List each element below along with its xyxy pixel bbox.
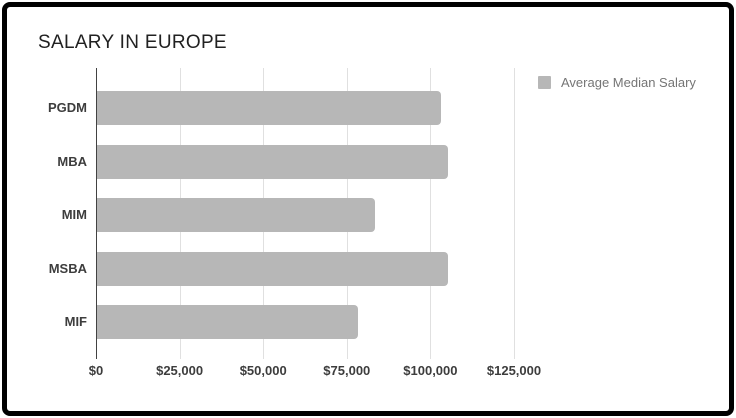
chart-title: SALARY IN EUROPE	[38, 32, 227, 53]
x-axis-tick-label: $25,000	[156, 363, 204, 378]
plot-area: $0 $25,000 $50,000 $75,000 $100,000 $125,000 P…	[48, 68, 541, 378]
y-axis-category-label: MBA	[57, 153, 87, 169]
y-axis-category-label: MIF	[64, 314, 87, 329]
zero-axis-line	[96, 68, 97, 359]
bar-mim	[97, 198, 375, 232]
y-axis-category-label: PGDM	[48, 100, 87, 115]
bar-mif	[97, 305, 358, 339]
x-axis-tick-label: $75,000	[323, 363, 371, 378]
legend-series-label: Average Median Salary	[561, 75, 696, 90]
x-axis-tick-label: $50,000	[239, 363, 287, 378]
x-axis-tick-label: $0	[88, 363, 104, 378]
bar-pgdm	[97, 91, 442, 125]
gridline	[430, 68, 432, 359]
bar-mba	[97, 144, 449, 179]
legend-color-swatch-icon	[538, 76, 551, 89]
y-axis-category-label: MIM	[61, 207, 87, 222]
bar-msba	[97, 251, 449, 286]
x-axis-tick-label: $125,000	[486, 363, 542, 378]
x-axis-tick-label: $100,000	[403, 363, 458, 378]
y-axis-category-label: MSBA	[48, 260, 87, 276]
gridline	[514, 68, 515, 359]
legend: Average Median Salary	[538, 75, 696, 90]
